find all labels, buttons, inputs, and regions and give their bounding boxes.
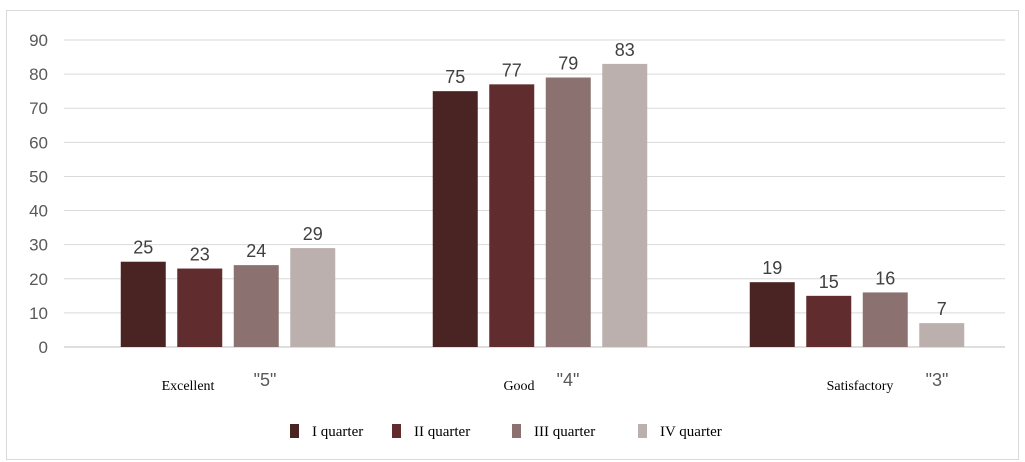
category-label: Satisfactory [827, 379, 894, 394]
legend-label: IV quarter [660, 424, 722, 440]
y-tick-label: 20 [29, 270, 48, 289]
legend-swatch [392, 424, 401, 438]
y-tick-label: 50 [29, 167, 48, 186]
data-label: 79 [558, 54, 578, 74]
data-label: 19 [762, 258, 782, 278]
category-grade-label: "5" [254, 370, 277, 390]
category-label: Good [503, 379, 534, 394]
y-axis-ticks: 0 10 20 30 40 50 60 70 80 90 [29, 31, 48, 357]
legend-label: III quarter [534, 424, 595, 440]
bar [177, 268, 223, 347]
data-label: 25 [133, 238, 153, 258]
bars [120, 63, 965, 348]
legend-swatch [638, 424, 647, 438]
y-tick-label: 70 [29, 99, 48, 118]
bar [806, 295, 852, 347]
bar [862, 292, 908, 347]
y-tick-label: 60 [29, 133, 48, 152]
bar [290, 248, 336, 347]
data-label: 77 [502, 60, 522, 80]
data-label: 15 [819, 272, 839, 292]
data-label: 75 [445, 67, 465, 87]
y-tick-label: 10 [29, 304, 48, 323]
category-label: Excellent [162, 379, 215, 394]
bar [489, 84, 535, 347]
y-tick-label: 30 [29, 236, 48, 255]
y-tick-label: 40 [29, 202, 48, 221]
bar [545, 77, 591, 348]
data-label: 23 [190, 245, 210, 265]
y-tick-label: 0 [39, 338, 48, 357]
legend: I quarter II quarter III quarter IV quarter [290, 424, 722, 440]
bar [602, 63, 648, 347]
legend-label: I quarter [312, 424, 363, 440]
bar [120, 261, 166, 347]
legend-swatch [512, 424, 521, 438]
legend-label: II quarter [414, 424, 470, 440]
data-label: 29 [303, 224, 323, 244]
legend-swatch [290, 424, 299, 438]
category-grade-label: "3" [926, 370, 949, 390]
x-axis-categories: Excellent "5" Good "4" Satisfactory "3" [162, 370, 949, 394]
bar [749, 282, 795, 347]
data-label: 7 [937, 299, 947, 319]
category-grade-label: "4" [557, 370, 580, 390]
data-label: 24 [246, 241, 266, 261]
y-tick-label: 90 [29, 31, 48, 50]
data-label: 16 [875, 268, 895, 288]
bar [233, 265, 279, 347]
y-tick-label: 80 [29, 65, 48, 84]
bar [432, 91, 478, 348]
data-labels: 25 23 24 29 75 77 79 83 19 15 16 7 [133, 40, 947, 319]
data-label: 83 [615, 40, 635, 60]
bar [919, 323, 965, 347]
